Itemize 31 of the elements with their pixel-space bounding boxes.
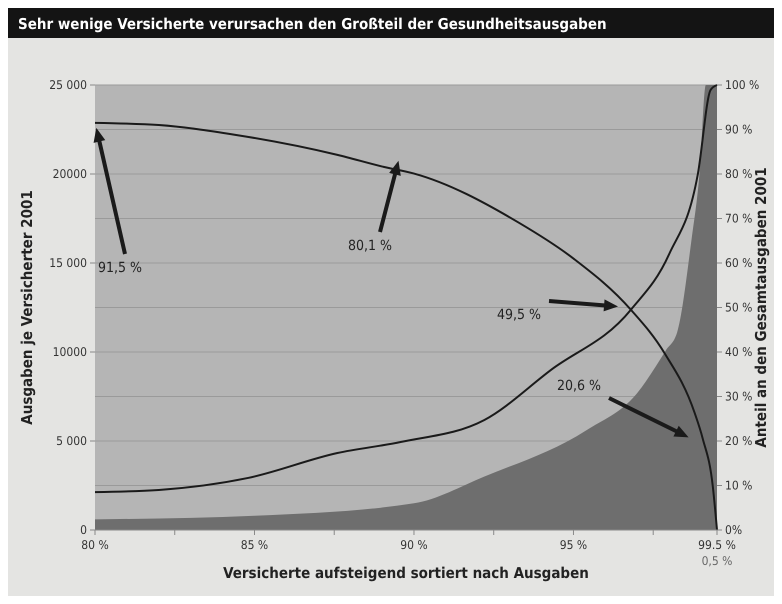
y-axis-title: Ausgaben je Versicherter 2001: [18, 190, 36, 425]
y-tick-label: 0: [80, 523, 88, 537]
y2-tick-label: 70 %: [725, 212, 752, 226]
chart-title: Sehr wenige Versicherte verursachen den Großteil der Gesundheitsausgaben: [18, 15, 607, 33]
x-tick-label: 80 %: [81, 538, 109, 552]
annotation: 80,1 %: [348, 238, 392, 254]
y2-axis-title: Anteil an den Gesamtausgaben 2001: [752, 167, 770, 448]
y2-tick-label: 0%: [725, 523, 742, 537]
y2-tick-label: 90 %: [725, 122, 752, 136]
y2-tick-label: 80 %: [725, 167, 752, 181]
x-tick-label: 95 %: [560, 538, 588, 552]
text: 0,5 %: [702, 554, 732, 568]
y2-tick-label: 30 %: [725, 390, 752, 404]
y-tick-label: 15 000: [49, 256, 88, 270]
annotation: 91,5 %: [98, 260, 142, 276]
y2-tick-label: 50 %: [725, 300, 752, 314]
x-axis-title: Versicherte aufsteigend sortiert nach Ausgaben: [223, 564, 589, 582]
y-tick-label: 20000: [52, 167, 88, 181]
y-tick-label: 10000: [52, 345, 88, 359]
y2-tick-label: 20 %: [725, 434, 752, 448]
y2-tick-label: 60 %: [725, 256, 752, 270]
y2-tick-label: 100 %: [725, 78, 760, 92]
y2-tick-label: 40 %: [725, 345, 752, 359]
x-tick-label: 90 %: [400, 538, 428, 552]
annotation: 49,5 %: [496, 307, 542, 323]
y2-tick-label: 10 %: [725, 478, 752, 492]
annotation: 20,6 %: [556, 378, 602, 394]
y-tick-label: 5 000: [56, 434, 88, 448]
x-tick-label: 99.5 %: [698, 538, 736, 552]
y-tick-label: 25 000: [49, 78, 88, 92]
x-tick-label: 85 %: [240, 538, 268, 552]
